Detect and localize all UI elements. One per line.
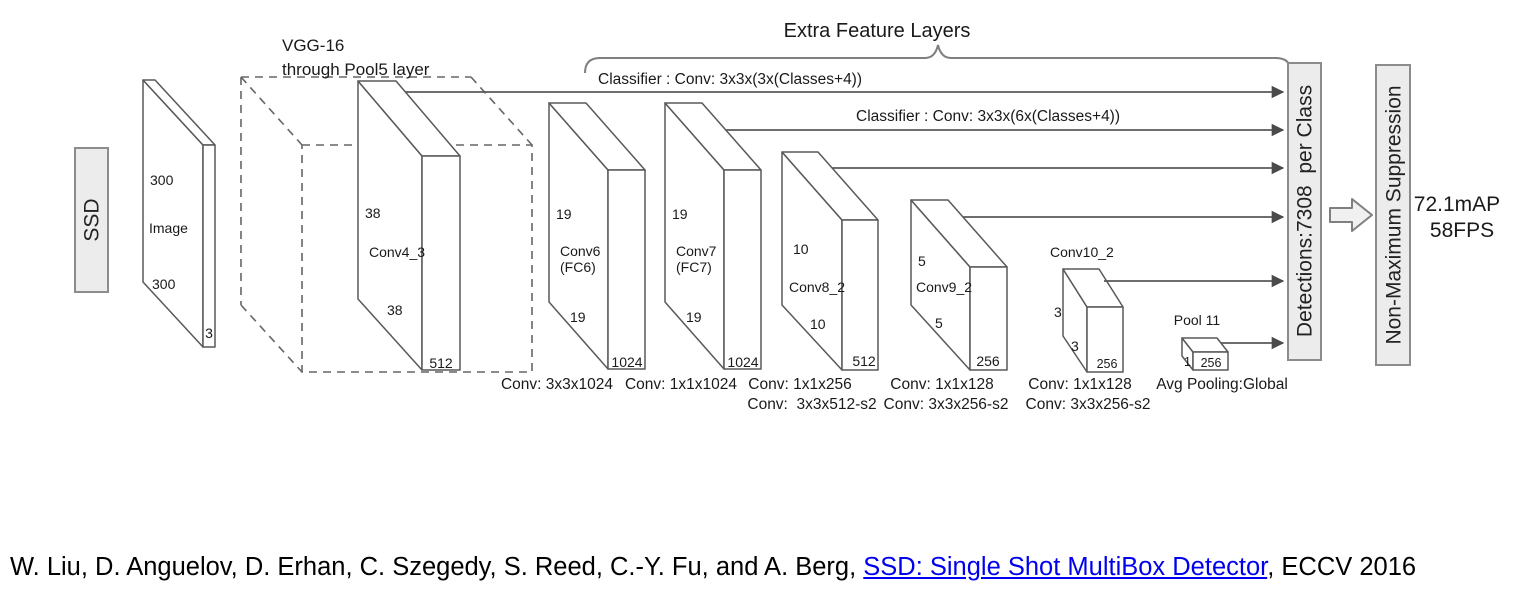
conv7-width: 19 [686,309,702,325]
image-height-label: 300 [150,172,174,188]
conv9-2-channels: 256 [976,353,1000,369]
detections-box: Detections:7308 per Class [1287,62,1322,361]
conv4-3-name: Conv4_3 [369,244,425,260]
extra-feature-layers-title: Extra Feature Layers [784,20,971,42]
conv9-2-name: Conv9_2 [916,279,972,295]
conv7-alias: (FC7) [676,259,712,275]
layer-conv6: 19 Conv6 (FC6) 19 1024 [548,102,646,370]
conv10-2-op2: Conv: 3x3x256-s2 [1026,396,1151,413]
pool11-name: Pool 11 [1174,312,1221,328]
architecture-diagram: 300 Image 300 3 38 Conv4_3 38 512 19 Con… [74,20,1500,413]
vgg-label-line1: VGG-16 [282,36,344,55]
conv10-2-op1: Conv: 1x1x128 [1028,376,1131,393]
flow-arrow [1329,198,1373,232]
layer-conv4-3: 38 Conv4_3 38 512 [357,80,461,371]
conv8-2-width: 10 [810,316,826,332]
vgg16-dashed-volume [240,76,533,373]
pool11-channels: 256 [1201,356,1222,370]
pool11-height: 1 [1184,355,1191,369]
classifier-conv7-label: Classifier : Conv: 3x3x(6x(Classes+4)) [856,108,1120,125]
citation-authors: W. Liu, D. Anguelov, D. Erhan, C. Szeged… [10,553,864,581]
conv10-2-width: 3 [1071,338,1079,354]
conv7-height: 19 [672,206,688,222]
conv9-2-op1: Conv: 1x1x128 [890,376,993,393]
pool11-op: Avg Pooling:Global [1156,376,1288,393]
conv4-3-width: 38 [387,302,403,318]
conv9-2-op2: Conv: 3x3x256-s2 [884,396,1009,413]
conv6-alias: (FC6) [560,259,596,275]
conv10-2-channels: 256 [1097,357,1118,371]
conv7-name: Conv7 [676,243,717,259]
layer-pool11: Pool 11 1 256 [1174,312,1229,371]
conv8-2-name: Conv8_2 [789,279,845,295]
layer-conv9-2: 5 Conv9_2 5 256 [910,199,1008,371]
conv6-channels: 1024 [611,354,642,370]
conv6-width: 19 [570,309,586,325]
citation: W. Liu, D. Anguelov, D. Erhan, C. Szeged… [10,552,1416,582]
conv4-3-height: 38 [365,205,381,221]
conv4-3-channels: 512 [429,355,453,371]
conv6-name: Conv6 [560,243,601,259]
conv7-channels: 1024 [727,354,758,370]
image-label: Image [149,220,188,236]
vgg-label-line2: through Pool5 layer [282,60,430,79]
conv6-height: 19 [556,206,572,222]
classifier-conv4-3-label: Classifier : Conv: 3x3x(3x(Classes+4)) [598,71,862,88]
conv8-2-op1: Conv: 1x1x256 [748,376,851,393]
citation-paper-link[interactable]: SSD: Single Shot MultiBox Detector [863,553,1268,581]
layer-conv8-2: 10 Conv8_2 10 512 [781,151,879,371]
extra-layers-brace [584,44,1292,74]
image-channels-label: 3 [205,325,213,341]
ssd-title: SSD [81,198,104,241]
conv9-2-width: 5 [935,315,943,331]
detections-label: Detections:7308 per Class [1294,85,1317,337]
image-width-label: 300 [152,276,176,292]
input-image-layer: 300 Image 300 3 [142,79,216,348]
conv8-2-channels: 512 [852,353,876,369]
conv9-2-height: 5 [918,253,926,269]
conv10-2-height: 3 [1054,304,1062,320]
prediction-arrows [405,85,1285,350]
result-map: 72.1mAP [1414,193,1500,216]
conv10-2-name: Conv10_2 [1050,244,1114,260]
layer-conv10-2: Conv10_2 3 3 256 [1050,244,1124,373]
conv8-2-height: 10 [793,241,809,257]
nms-box: Non-Maximum Suppression [1375,64,1411,366]
citation-venue: , ECCV 2016 [1267,553,1417,581]
layer-conv7: 19 Conv7 (FC7) 19 1024 [664,102,762,370]
conv7-op: Conv: 1x1x1024 [625,376,737,393]
nms-label: Non-Maximum Suppression [1383,85,1406,344]
ssd-title-box: SSD [74,147,109,293]
conv8-2-op2: Conv: 3x3x512-s2 [747,396,876,413]
conv6-op: Conv: 3x3x1024 [501,376,613,393]
result-fps: 58FPS [1430,219,1494,242]
